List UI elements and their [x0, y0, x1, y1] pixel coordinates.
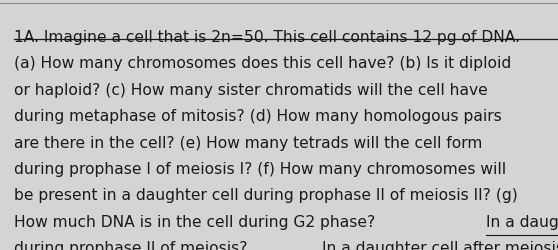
Text: during prophase I of meiosis I? (f) How many chromosomes will: during prophase I of meiosis I? (f) How …: [14, 161, 506, 176]
Text: (a) How many chromosomes does this cell have? (b) Is it diploid: (a) How many chromosomes does this cell …: [14, 56, 511, 71]
Text: be present in a daughter cell during prophase II of meiosis II? (g): be present in a daughter cell during pro…: [14, 188, 518, 202]
Text: 1A. Imagine a cell that is 2n=50. This cell contains 12 pg of DNA.: 1A. Imagine a cell that is 2n=50. This c…: [14, 30, 520, 45]
Text: during prophase II of meiosis?: during prophase II of meiosis?: [14, 240, 252, 250]
Text: In a daughter cell: In a daughter cell: [487, 214, 558, 229]
Text: or haploid? (c) How many sister chromatids will the cell have: or haploid? (c) How many sister chromati…: [14, 82, 488, 98]
Text: are there in the cell? (e) How many tetrads will the cell form: are there in the cell? (e) How many tetr…: [14, 135, 482, 150]
Text: How much DNA is in the cell during G2 phase?: How much DNA is in the cell during G2 ph…: [14, 214, 380, 229]
Text: In a daughter cell after meiosis is: In a daughter cell after meiosis is: [321, 240, 558, 250]
Text: during metaphase of mitosis? (d) How many homologous pairs: during metaphase of mitosis? (d) How man…: [14, 109, 502, 124]
